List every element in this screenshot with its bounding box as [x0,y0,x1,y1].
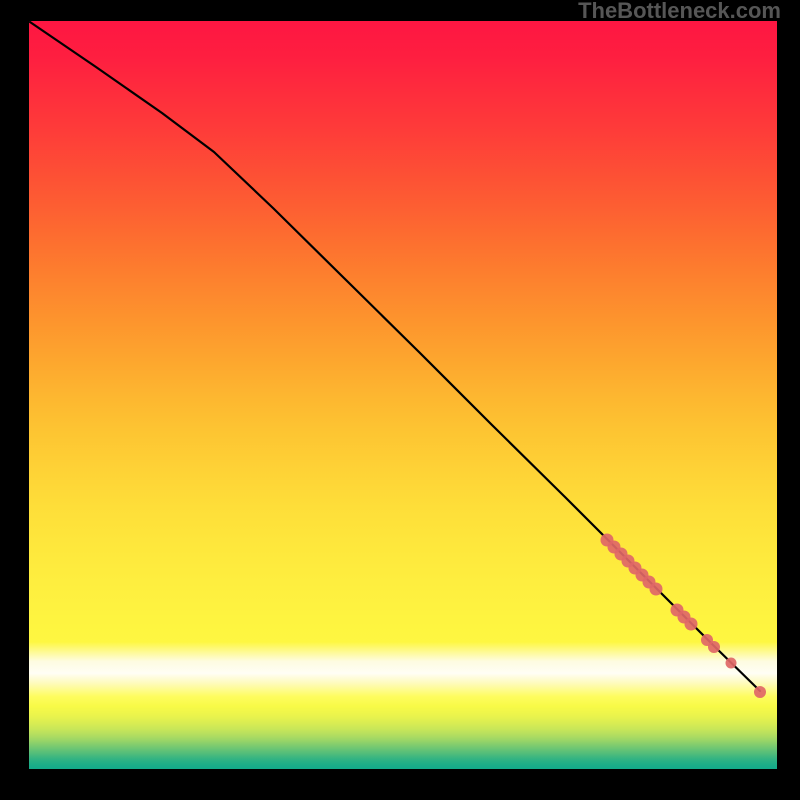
chart-svg [0,0,800,800]
chart-frame: TheBottleneck.com [0,0,800,800]
data-marker [650,583,663,596]
data-marker [708,641,720,653]
data-marker [754,686,766,698]
data-marker [685,618,698,631]
watermark-text: TheBottleneck.com [578,0,781,24]
data-marker [726,658,737,669]
